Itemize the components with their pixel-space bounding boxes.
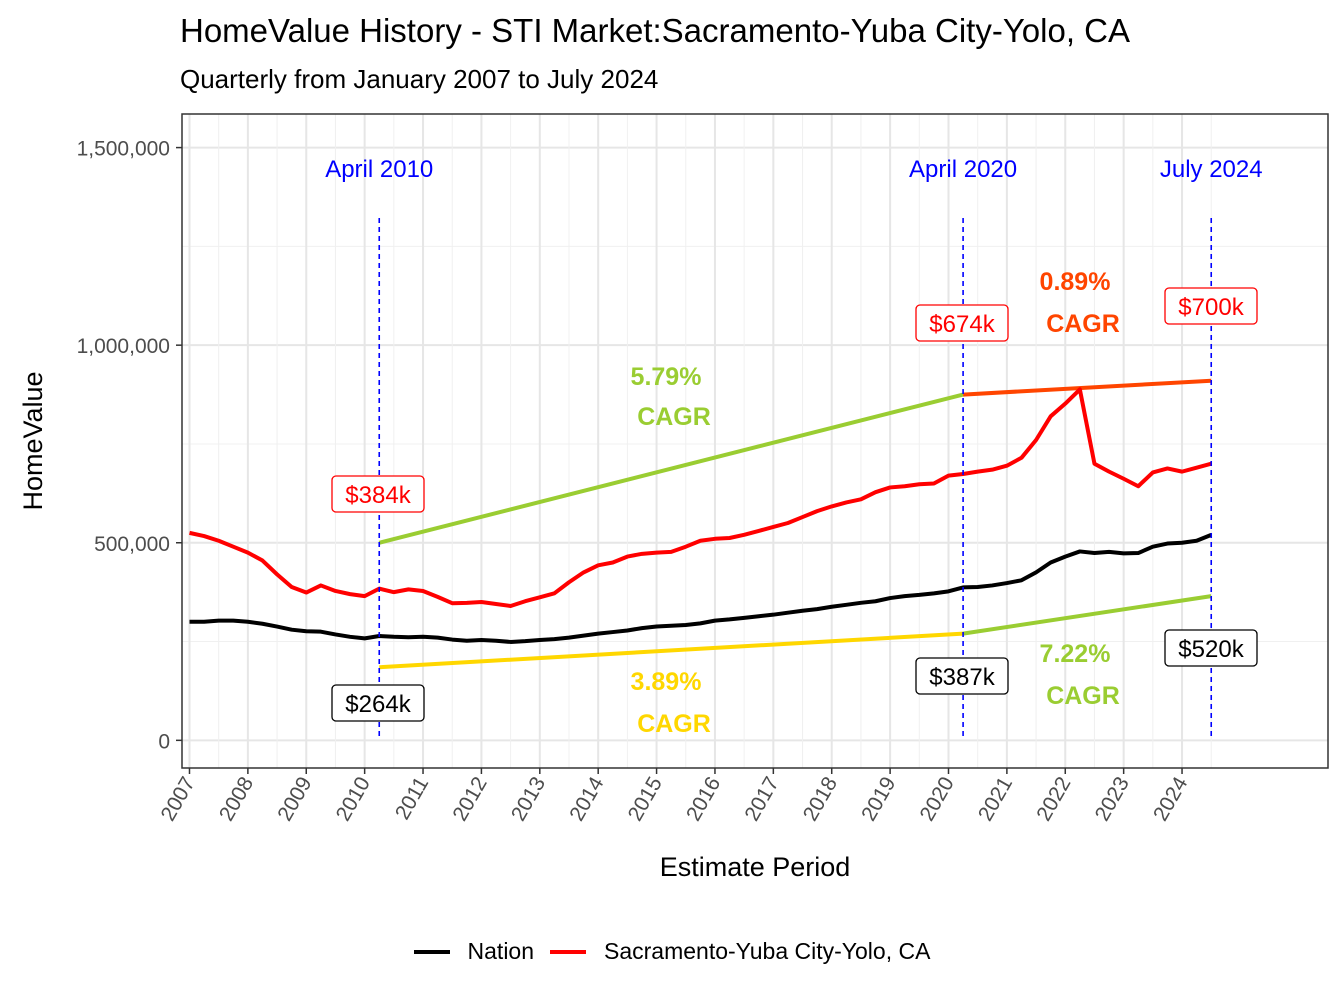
x-tick-label: 2014 — [565, 773, 608, 825]
value-label: $384k — [345, 482, 411, 509]
cagr-percent-label: 0.89% — [1040, 268, 1111, 296]
legend-key-nation — [413, 949, 450, 954]
legend-item-nation: Nation — [413, 938, 535, 965]
chart-title: HomeValue History - STI Market:Sacrament… — [180, 12, 1131, 49]
event-label-april-2020: April 2020 — [909, 156, 1017, 183]
cagr-line-5-79 — [378, 392, 964, 545]
x-tick-label: 2017 — [740, 773, 783, 825]
annotations: 5.79% CAGR 0.89% CAGR 3.89% CAGR 7.22% CAGR $384… — [331, 268, 1258, 738]
legend: Nation Sacramento-Yuba City-Yolo, CA — [0, 938, 1344, 965]
x-tick-label: 2021 — [974, 773, 1017, 825]
x-tick-label: 2016 — [682, 773, 725, 825]
cagr-text-label: CAGR — [1046, 310, 1120, 338]
x-tick-label: 2009 — [273, 773, 316, 825]
value-label: $674k — [929, 311, 995, 338]
x-tick-label: 2015 — [624, 773, 667, 825]
value-label-box — [331, 684, 425, 722]
x-tick-label: 2018 — [799, 773, 842, 825]
value-label: $264k — [345, 691, 411, 718]
legend-key-sacramento — [550, 949, 587, 954]
y-axis-title: HomeValue — [18, 371, 48, 510]
value-label-box — [915, 657, 1009, 695]
y-tick-label: 500,000 — [94, 533, 170, 556]
plot-panel — [182, 114, 1328, 768]
x-tick-label: 2010 — [332, 773, 375, 825]
series-line-sacramento-yuba-city-yolo-ca — [189, 387, 1212, 608]
x-tick-label: 2008 — [215, 773, 258, 825]
legend-label-sacramento: Sacramento-Yuba City-Yolo, CA — [604, 938, 931, 964]
event-label-april-2010: April 2010 — [325, 156, 433, 183]
x-tick-label: 2024 — [1149, 773, 1192, 825]
cagr-line-7-22 — [962, 594, 1212, 636]
y-tick-label: 1,000,000 — [77, 335, 170, 358]
event-label-july-2024: July 2024 — [1160, 156, 1263, 183]
cagr-lines — [378, 378, 1212, 670]
x-tick-label: 2012 — [448, 773, 491, 825]
value-label: $387k — [929, 664, 995, 691]
cagr-line-0-89 — [962, 378, 1212, 397]
data-series — [189, 387, 1212, 644]
x-tick-label: 2022 — [1032, 773, 1075, 825]
y-tick-label: 0 — [158, 730, 170, 753]
legend-label-nation: Nation — [467, 938, 535, 964]
cagr-percent-label: 5.79% — [631, 363, 702, 391]
x-tick-label: 2023 — [1091, 773, 1134, 825]
value-label: $520k — [1178, 636, 1244, 663]
cagr-percent-label: 7.22% — [1040, 640, 1111, 668]
plot-border — [181, 113, 1329, 769]
x-tick-label: 2011 — [391, 773, 434, 824]
value-label-box — [915, 304, 1009, 342]
series-line-nation — [189, 532, 1212, 644]
legend-item-sacramento: Sacramento-Yuba City-Yolo, CA — [550, 938, 930, 965]
value-label-box — [1164, 287, 1258, 325]
chart-subtitle: Quarterly from January 2007 to July 2024 — [180, 64, 659, 94]
cagr-text-label: CAGR — [1046, 682, 1120, 710]
cagr-line-3-89 — [379, 631, 964, 670]
value-label: $700k — [1178, 294, 1244, 321]
x-tick-label: 2007 — [157, 773, 200, 825]
x-tick-label: 2020 — [916, 773, 959, 825]
value-label-box — [1164, 629, 1258, 667]
value-label-box — [331, 475, 425, 513]
x-tick-label: 2013 — [507, 773, 550, 825]
y-tick-label: 1,500,000 — [77, 138, 170, 161]
x-tick-label: 2019 — [857, 773, 900, 825]
cagr-text-label: CAGR — [637, 403, 711, 431]
x-axis-title: Estimate Period — [660, 852, 851, 882]
event-markers: April 2010 April 2020 July 2024 — [325, 156, 1263, 740]
cagr-text-label: CAGR — [637, 710, 711, 738]
cagr-percent-label: 3.89% — [631, 668, 702, 696]
